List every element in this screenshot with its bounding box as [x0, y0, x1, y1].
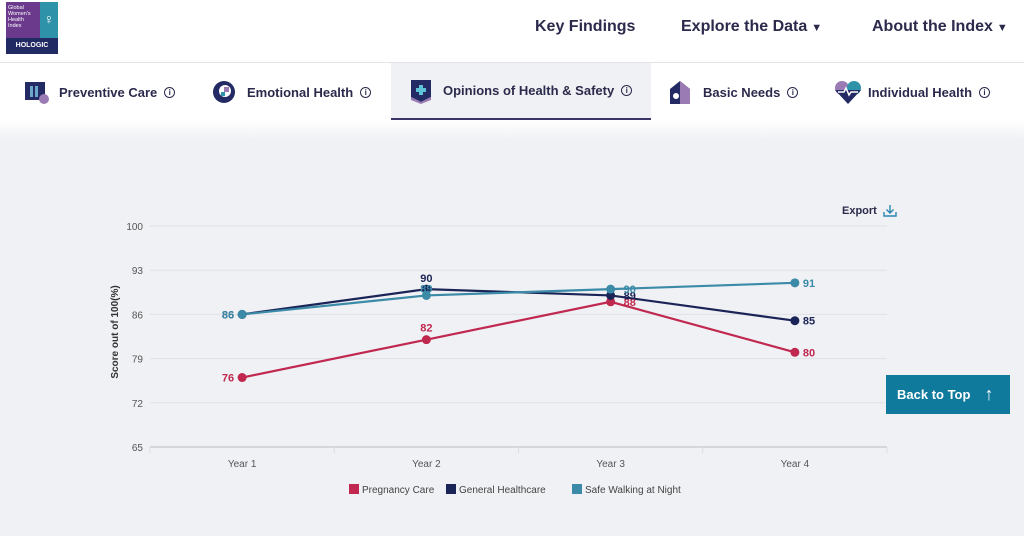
download-icon — [883, 205, 897, 217]
y-tick-label: 86 — [132, 310, 144, 321]
legend-label: Pregnancy Care — [362, 485, 435, 496]
logo-line: Health — [8, 17, 24, 23]
individual-health-icon — [834, 79, 862, 105]
basic-needs-icon — [668, 79, 694, 105]
category-tabs: Preventive Care i Emotional Health i Opini… — [0, 62, 1024, 121]
logo-line: Index — [8, 23, 22, 29]
x-tick-label: Year 4 — [781, 459, 810, 470]
legend-swatch — [446, 484, 456, 494]
data-point — [790, 278, 800, 288]
caret-down-icon: ▼ — [996, 22, 1008, 34]
x-tick-label: Year 2 — [412, 459, 441, 470]
legend-label: Safe Walking at Night — [585, 485, 681, 496]
logo-line: Global — [8, 5, 24, 11]
data-point — [790, 316, 800, 326]
data-label: 85 — [803, 316, 815, 328]
nav-explore-data[interactable]: Explore the Data ▼ — [681, 18, 822, 36]
y-tick-label: 65 — [132, 443, 144, 454]
caret-down-icon: ▼ — [811, 22, 823, 34]
data-label: 86 — [222, 309, 234, 321]
logo-line: Women's — [8, 11, 31, 17]
nav-label: Explore the Data — [681, 18, 808, 35]
tab-label: Emotional Health — [247, 84, 354, 100]
y-tick-label: 93 — [132, 266, 144, 277]
tabs-shadow — [0, 120, 1024, 140]
tab-preventive-care[interactable]: Preventive Care i — [24, 63, 176, 121]
data-point — [237, 373, 247, 383]
data-point — [421, 335, 431, 345]
series-line-0 — [241, 300, 796, 379]
legend-label: General Healthcare — [459, 485, 546, 496]
data-point — [606, 297, 616, 307]
data-point — [421, 290, 431, 300]
tab-basic-needs[interactable]: Basic Needs i — [668, 63, 799, 121]
data-label: 86 — [222, 309, 234, 321]
data-label: 82 — [420, 323, 432, 335]
data-label: 89 — [420, 283, 432, 295]
y-tick-label: 79 — [132, 355, 144, 366]
data-label: 88 — [624, 297, 636, 309]
tab-health-safety[interactable]: Opinions of Health & Safety i — [391, 63, 651, 121]
data-point — [421, 284, 431, 294]
x-tick-label: Year 3 — [596, 459, 625, 470]
info-icon[interactable]: i — [621, 85, 633, 96]
logo-text: Global Women's Health Index — [6, 2, 40, 38]
back-to-top-button[interactable]: Back to Top ↑ — [886, 375, 1010, 414]
tab-emotional-health[interactable]: Emotional Health i — [212, 63, 372, 121]
y-tick-label: 100 — [126, 222, 143, 233]
y-axis-label: Score out of 100(%) — [110, 285, 121, 378]
data-point — [606, 290, 616, 300]
data-label: 91 — [803, 278, 815, 290]
data-label: 90 — [624, 284, 636, 296]
info-icon[interactable]: i — [979, 86, 991, 98]
data-label: 76 — [222, 373, 234, 385]
tab-label: Basic Needs — [703, 84, 781, 100]
nav-key-findings[interactable]: Key Findings — [535, 18, 635, 36]
data-point — [237, 309, 247, 319]
top-bar: Global Women's Health Index ♀ HOLOGIC Ke… — [0, 0, 1024, 62]
x-tick-label: Year 1 — [228, 459, 257, 470]
y-tick-label: 72 — [132, 399, 144, 410]
info-icon[interactable]: i — [360, 86, 372, 98]
arrow-up-icon: ↑ — [984, 384, 994, 404]
legend-swatch — [572, 484, 582, 494]
data-label: 90 — [420, 273, 432, 285]
series-line-2 — [242, 281, 795, 316]
export-button[interactable]: Export — [842, 204, 897, 217]
logo[interactable]: Global Women's Health Index ♀ HOLOGIC — [6, 2, 58, 54]
legend-swatch — [349, 484, 359, 494]
female-symbol-icon: ♀ — [40, 2, 58, 38]
tab-label: Individual Health — [868, 84, 973, 100]
data-point — [790, 347, 800, 357]
tab-label: Opinions of Health & Safety — [443, 83, 615, 98]
export-label: Export — [842, 204, 877, 217]
emotional-health-icon — [212, 79, 238, 105]
preventive-care-icon — [24, 79, 50, 105]
nav-label: About the Index — [872, 18, 993, 35]
brand-label: HOLOGIC — [6, 38, 58, 54]
tab-label: Preventive Care — [59, 84, 158, 100]
nav-label: Key Findings — [535, 18, 636, 35]
nav-about-index[interactable]: About the Index ▼ — [872, 18, 1008, 36]
tab-individual-health[interactable]: Individual Health i — [834, 63, 991, 121]
data-label: 80 — [803, 347, 815, 359]
data-label: 89 — [624, 290, 636, 302]
health-safety-icon — [408, 78, 434, 104]
info-icon[interactable]: i — [164, 86, 176, 98]
data-point — [606, 284, 616, 294]
info-icon[interactable]: i — [787, 86, 799, 98]
back-to-top-label: Back to Top — [897, 387, 971, 402]
